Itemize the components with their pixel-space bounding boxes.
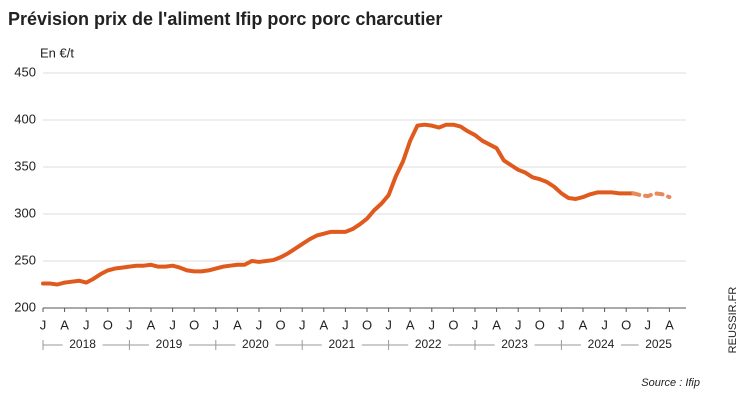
x-tick-label: O — [189, 317, 199, 332]
x-tick-label: O — [103, 317, 113, 332]
x-tick-label: J — [256, 317, 263, 332]
year-label: 2023 — [501, 337, 528, 351]
x-tick-label: O — [276, 317, 286, 332]
year-label: 2020 — [242, 337, 269, 351]
x-tick-label: J — [601, 317, 608, 332]
x-tick-label: A — [579, 317, 588, 332]
x-tick-label: J — [558, 317, 565, 332]
year-label-bg — [149, 338, 189, 352]
y-tick-label: 200 — [14, 299, 36, 314]
x-tick-label: J — [126, 317, 133, 332]
y-tick-label: 250 — [14, 252, 36, 267]
x-tick-label: A — [60, 317, 69, 332]
x-tick-label: A — [406, 317, 415, 332]
x-tick-label: O — [448, 317, 458, 332]
year-label-bg — [494, 338, 535, 352]
year-label: 2018 — [69, 337, 96, 351]
x-tick-label: O — [362, 317, 372, 332]
year-label: 2022 — [415, 337, 442, 351]
y-tick-label: 350 — [14, 158, 36, 173]
year-label-bg — [321, 338, 362, 352]
watermark: REUSSIR.FR — [727, 287, 739, 354]
x-tick-label: J — [169, 317, 176, 332]
x-tick-label: A — [319, 317, 328, 332]
x-tick-label: J — [515, 317, 522, 332]
x-tick-label: O — [535, 317, 545, 332]
x-tick-label: J — [299, 317, 306, 332]
line-series — [631, 191, 672, 200]
x-tick-label: A — [233, 317, 242, 332]
line-series — [41, 122, 636, 287]
year-label-bg — [581, 338, 621, 352]
x-tick-label: O — [621, 317, 631, 332]
year-label-bg — [235, 338, 276, 352]
year-label: 2024 — [588, 337, 615, 351]
x-tick-label: J — [429, 317, 436, 332]
source: Source : Ifip — [641, 377, 700, 389]
x-tick-label: J — [83, 317, 90, 332]
x-tick-label: A — [147, 317, 156, 332]
x-tick-label: J — [472, 317, 479, 332]
year-label: 2025 — [645, 337, 672, 351]
y-tick-label: 450 — [14, 64, 36, 79]
chart-title: Prévision prix de l'aliment Ifip porc po… — [8, 9, 442, 29]
year-label-bg — [62, 338, 103, 352]
year-label-bg — [638, 338, 679, 352]
y-tick-label: 300 — [14, 205, 36, 220]
y-tick-label: 400 — [14, 111, 36, 126]
x-tick-label: J — [342, 317, 349, 332]
x-tick-label: J — [385, 317, 392, 332]
year-label: 2021 — [328, 337, 355, 351]
x-tick-label: J — [213, 317, 220, 332]
x-tick-label: A — [492, 317, 501, 332]
x-tick-label: A — [665, 317, 674, 332]
year-label: 2019 — [156, 337, 183, 351]
y-axis-label: En €/t — [40, 45, 74, 60]
year-label-bg — [408, 338, 449, 352]
x-tick-label: J — [645, 317, 652, 332]
x-tick-label: J — [40, 317, 47, 332]
